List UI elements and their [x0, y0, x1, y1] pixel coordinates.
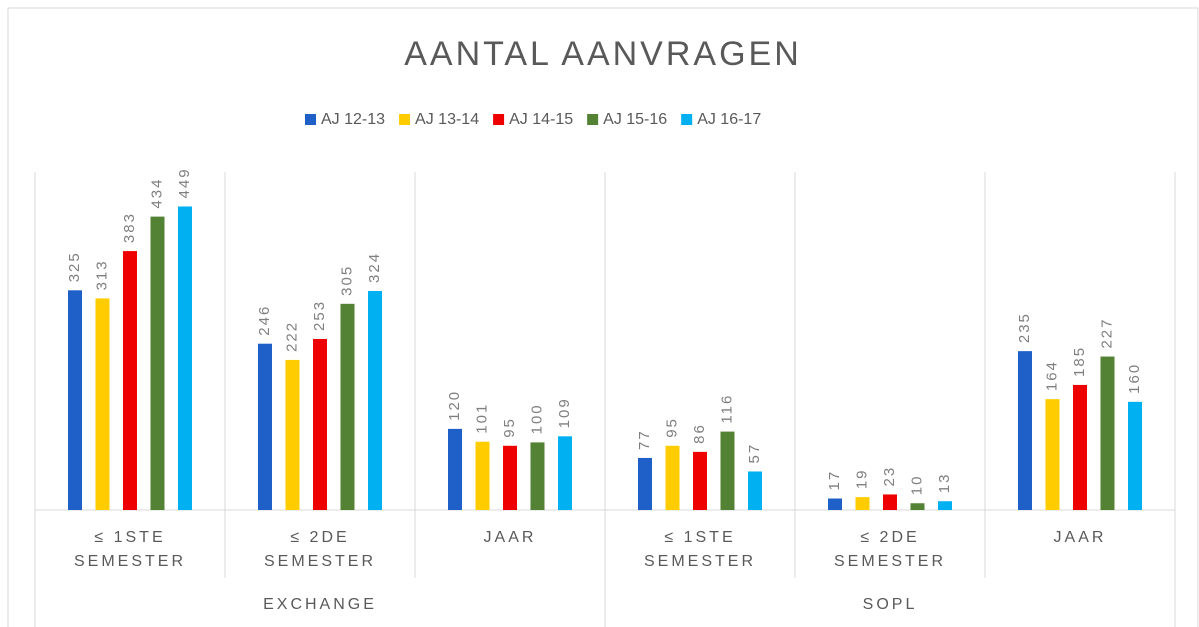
- bar: [558, 436, 572, 510]
- value-label: 23: [881, 466, 898, 487]
- x-tick-label: JAAR: [483, 529, 537, 546]
- value-label: 101: [473, 403, 490, 434]
- bar: [665, 445, 680, 510]
- bar: [68, 290, 82, 510]
- value-label: 160: [1126, 363, 1143, 394]
- value-label: 222: [283, 321, 300, 352]
- value-label: 164: [1043, 360, 1060, 391]
- bar: [530, 442, 545, 510]
- value-label: 100: [528, 403, 545, 434]
- bar: [1100, 356, 1115, 510]
- group-label: SOPL: [862, 596, 918, 613]
- value-label: 185: [1071, 346, 1088, 377]
- legend-swatch: [681, 114, 693, 125]
- bar: [503, 445, 517, 510]
- value-label: 13: [936, 473, 953, 494]
- value-label: 95: [501, 417, 518, 438]
- legend-swatch: [493, 114, 505, 125]
- value-label: 313: [93, 259, 110, 290]
- legend-label: AJ 12-13: [321, 111, 385, 128]
- bar: [368, 290, 382, 510]
- value-label: 246: [256, 305, 273, 336]
- value-label: 77: [636, 429, 653, 450]
- legend-label: AJ 13-14: [415, 111, 479, 128]
- bar: [475, 441, 490, 510]
- bar: [720, 431, 735, 510]
- value-label: 120: [446, 390, 463, 421]
- bar: [693, 451, 707, 510]
- x-tick-label: ≤ 1STE SEMESTER: [643, 529, 756, 570]
- bar: [1018, 351, 1032, 510]
- value-label: 305: [338, 265, 355, 296]
- value-label: 235: [1016, 312, 1033, 343]
- x-tick-label: ≤ 2DE SEMESTER: [263, 529, 376, 570]
- bar: [883, 494, 897, 510]
- bar: [258, 343, 272, 510]
- x-tick-label: ≤ 2DE SEMESTER: [833, 529, 946, 570]
- bar: [95, 298, 110, 510]
- value-label: 10: [908, 475, 925, 496]
- value-label: 383: [121, 212, 138, 243]
- chart-border: [7, 7, 1199, 627]
- bar: [748, 471, 762, 510]
- bar: [285, 359, 300, 510]
- legend-label: AJ 16-17: [697, 111, 761, 128]
- bar: [123, 251, 137, 511]
- legend-swatch: [399, 114, 411, 125]
- value-label: 227: [1098, 318, 1115, 349]
- value-label: 17: [826, 470, 843, 491]
- bar: [1045, 399, 1060, 510]
- value-label: 19: [853, 468, 870, 489]
- bar: [910, 503, 925, 510]
- bar: [313, 338, 327, 510]
- bar: [178, 206, 192, 510]
- value-label: 95: [663, 417, 680, 438]
- legend-swatch: [587, 114, 599, 125]
- x-tick-label: ≤ 1STE SEMESTER: [73, 529, 186, 570]
- bar: [828, 498, 842, 510]
- value-label: 324: [366, 252, 383, 283]
- bar: [938, 501, 952, 510]
- legend-label: AJ 14-15: [509, 111, 573, 128]
- chart-title: AANTAL AANVRAGEN: [404, 35, 802, 73]
- value-label: 116: [718, 394, 735, 424]
- group-label: EXCHANGE: [263, 596, 377, 613]
- bar: [855, 497, 870, 510]
- value-label: 325: [66, 251, 83, 282]
- bar: [638, 457, 652, 510]
- value-label: 86: [691, 423, 708, 444]
- x-tick-label: JAAR: [1053, 529, 1107, 546]
- value-label: 109: [556, 397, 573, 428]
- bar: [1128, 401, 1142, 510]
- bar: [448, 428, 462, 510]
- bar: [1073, 384, 1087, 510]
- legend-label: AJ 15-16: [603, 111, 667, 128]
- value-label: 434: [148, 178, 165, 209]
- value-label: 253: [311, 300, 328, 331]
- bar: [340, 303, 355, 510]
- value-label: 449: [176, 167, 193, 198]
- value-label: 57: [746, 443, 763, 464]
- legend-swatch: [305, 114, 316, 125]
- bar: [150, 216, 165, 510]
